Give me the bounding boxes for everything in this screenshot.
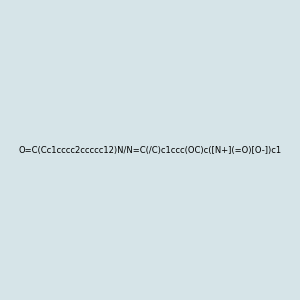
- Text: O=C(Cc1cccc2ccccc12)N/N=C(/C)c1ccc(OC)c([N+](=O)[O-])c1: O=C(Cc1cccc2ccccc12)N/N=C(/C)c1ccc(OC)c(…: [18, 146, 282, 154]
